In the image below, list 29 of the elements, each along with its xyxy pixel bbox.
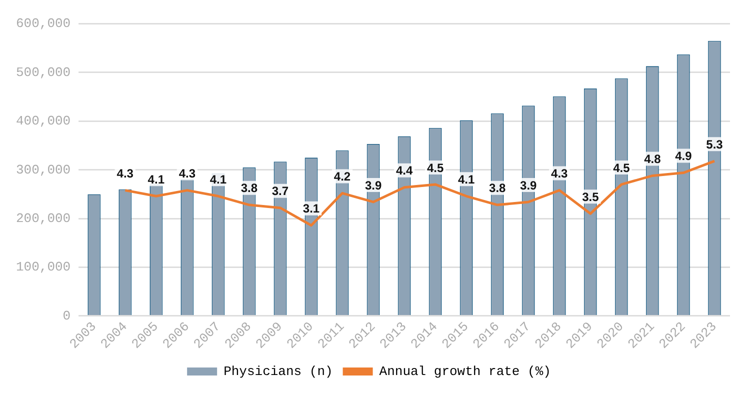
y-tick-label: 200,000 <box>16 210 71 226</box>
data-label: 4.1 <box>210 172 227 186</box>
data-label: 3.9 <box>520 178 538 192</box>
data-label: 3.8 <box>489 181 506 196</box>
data-label: 4.5 <box>426 160 444 175</box>
data-label: 3.9 <box>364 178 382 192</box>
data-label: 4.9 <box>675 149 692 164</box>
data-label: 4.2 <box>334 170 351 184</box>
data-label: 4.8 <box>644 152 662 166</box>
data-label: 4.1 <box>148 172 165 186</box>
data-label: 4.1 <box>458 172 476 186</box>
legend-label: Physicians (n) <box>224 364 333 379</box>
data-label: 4.4 <box>396 164 413 178</box>
data-label: 4.3 <box>116 166 134 181</box>
data-label: 3.5 <box>582 190 600 204</box>
y-tick-label: 100,000 <box>16 260 71 275</box>
data-label: 3.7 <box>272 184 289 198</box>
legend-label: Annual growth rate (%) <box>379 364 551 379</box>
y-tick-label: 0 <box>62 308 71 324</box>
data-label: 3.8 <box>240 181 258 196</box>
y-tick-label: 600,000 <box>16 16 71 32</box>
data-label: 3.1 <box>302 202 320 216</box>
data-label: 4.5 <box>613 160 630 175</box>
data-label: 5.3 <box>706 137 724 152</box>
data-label: 4.3 <box>551 166 568 181</box>
y-tick-label: 400,000 <box>16 114 71 129</box>
y-tick-label: 300,000 <box>16 162 71 178</box>
y-tick-label: 500,000 <box>16 64 71 80</box>
data-label: 4.3 <box>178 166 196 181</box>
